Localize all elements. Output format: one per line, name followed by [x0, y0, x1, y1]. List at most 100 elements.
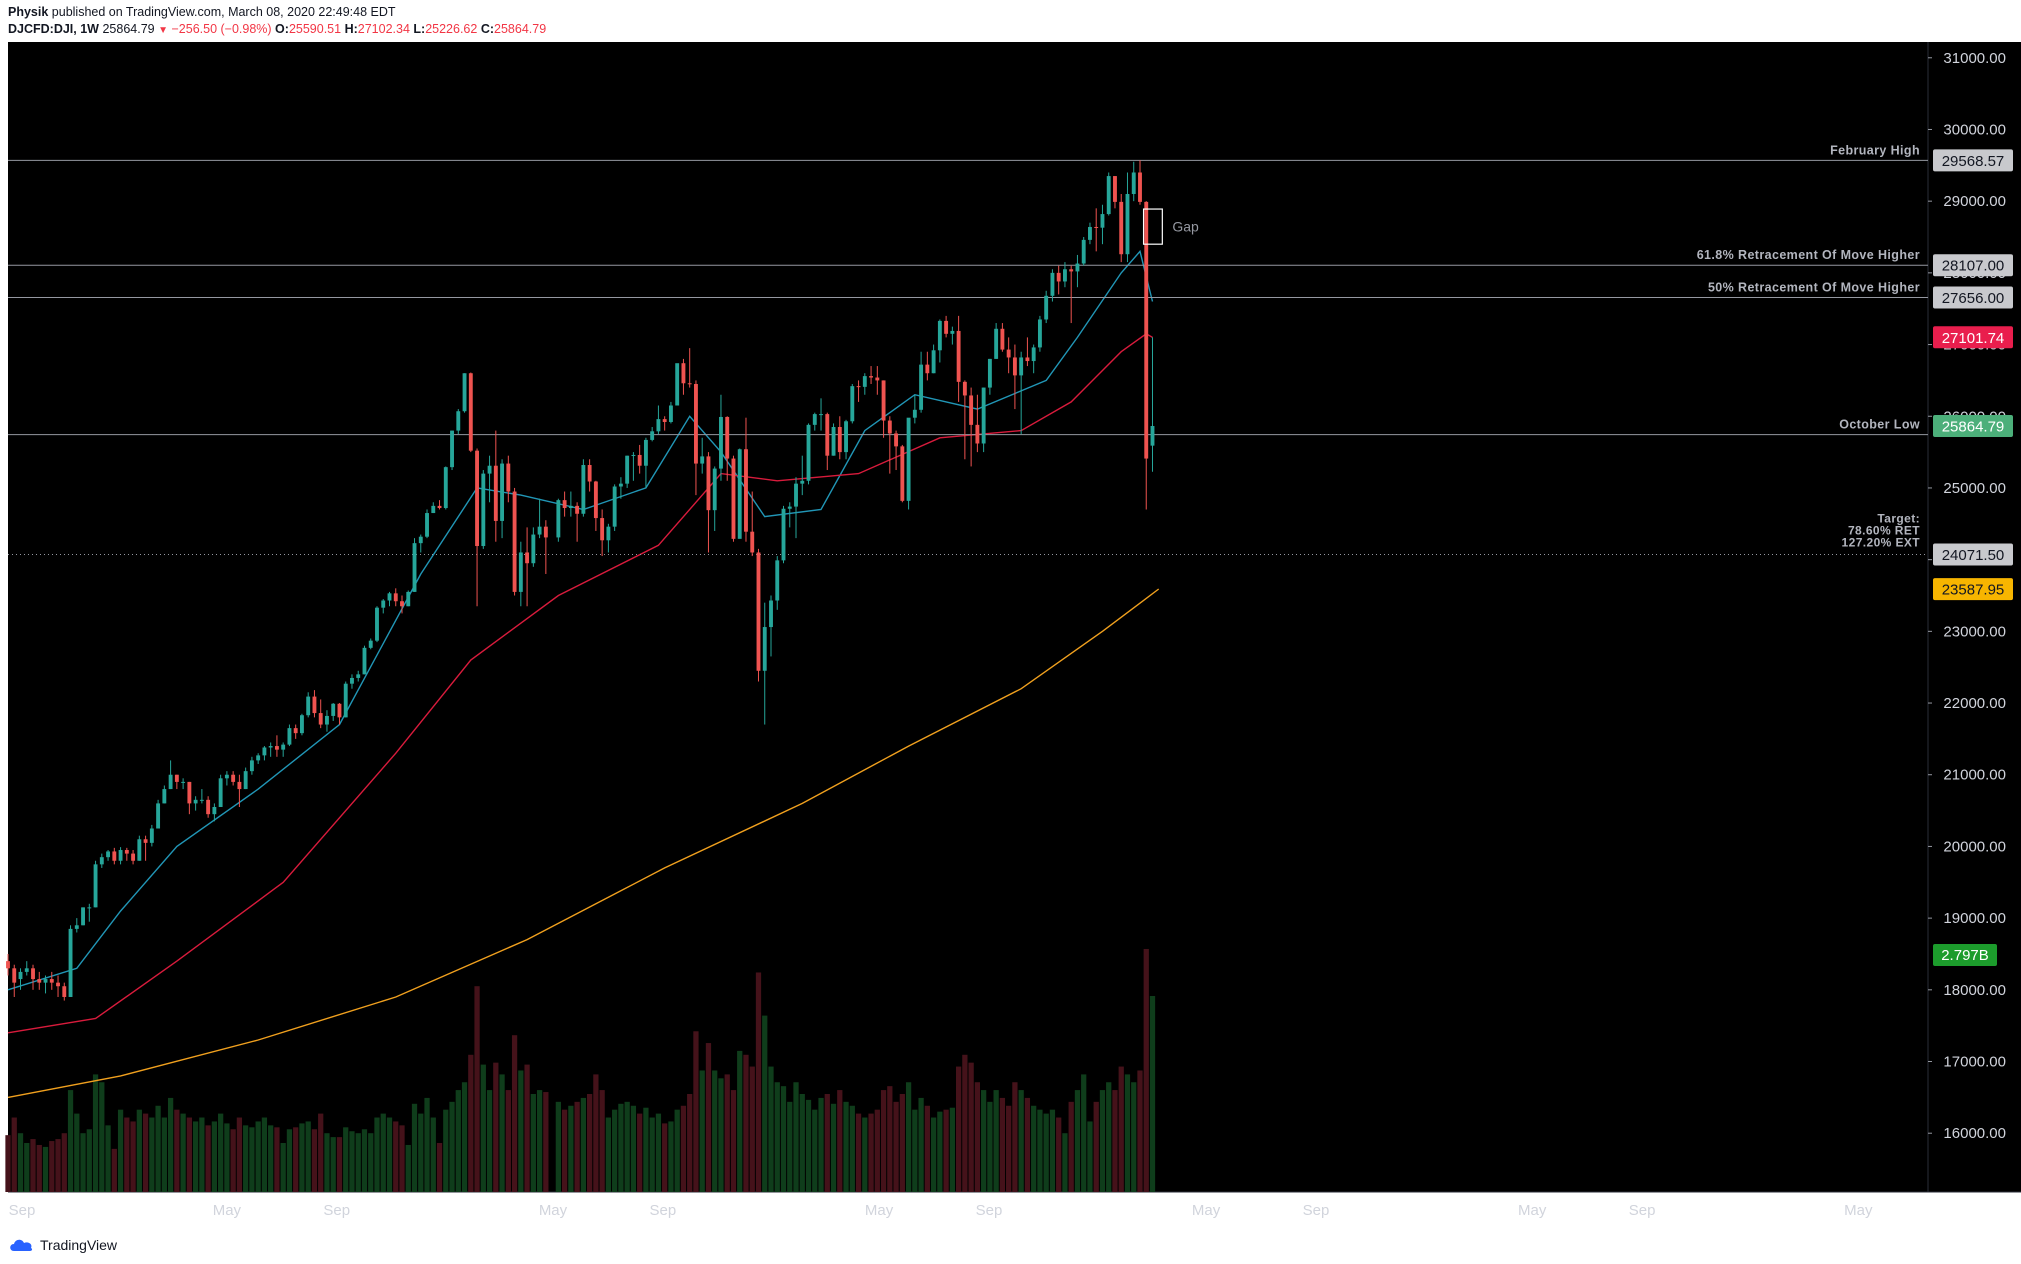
candle-body	[675, 363, 680, 406]
volume-bar	[893, 1101, 899, 1192]
candle-body	[1113, 176, 1117, 202]
candle-body	[262, 747, 267, 756]
volume-bar	[449, 1101, 455, 1192]
volume-bar	[830, 1103, 837, 1192]
candle-body	[281, 744, 286, 750]
volume-bar	[1062, 1133, 1068, 1192]
volume-bar	[1031, 1105, 1037, 1192]
candle-body	[1025, 357, 1030, 362]
volume-bar	[511, 1035, 518, 1192]
volume-bar	[149, 1117, 155, 1192]
candle-body	[806, 424, 811, 481]
volume-bar	[111, 1148, 117, 1192]
down-arrow-icon: ▼	[158, 25, 168, 36]
volume-bar	[386, 1117, 393, 1192]
candle-body	[937, 320, 942, 351]
volume-bar	[161, 1117, 167, 1192]
volume-bar	[474, 986, 480, 1192]
candle-body	[719, 416, 723, 469]
gap-box	[1142, 208, 1163, 245]
series-price-label: 27101.74	[1942, 330, 2005, 347]
time-tick-label: 2022	[1734, 1202, 1767, 1219]
candle-body	[987, 358, 992, 388]
volume-bar	[293, 1127, 299, 1192]
candle-body	[131, 853, 136, 861]
low-value: 25226.62	[425, 22, 478, 36]
candle-body	[625, 455, 630, 484]
candle-body	[493, 465, 498, 521]
volume-bar	[749, 1066, 755, 1192]
time-tick-label: May	[1844, 1202, 1873, 1219]
candle-body	[819, 414, 823, 416]
volume-bar	[205, 1125, 211, 1192]
time-tick-label: 2017	[103, 1202, 136, 1219]
volume-bar	[862, 1117, 868, 1192]
volume-bar	[49, 1141, 55, 1192]
volume-bar	[274, 1127, 280, 1192]
candle-body	[218, 778, 223, 807]
volume-bar	[593, 1074, 599, 1192]
volume-bar	[330, 1137, 336, 1192]
tradingview-logo[interactable]: TradingView	[8, 1237, 117, 1253]
price-tick-label: 16000.00	[1943, 1125, 2006, 1142]
target-label: 127.20% EXT	[1842, 536, 1921, 550]
price-tick-label: 17000.00	[1943, 1054, 2006, 1071]
candle-body	[581, 465, 586, 514]
volume-bar	[930, 1117, 937, 1192]
candle-body	[1056, 272, 1061, 282]
candle-body	[750, 531, 755, 553]
volume-bar	[518, 1070, 524, 1192]
volume-bar	[1056, 1117, 1062, 1192]
price-tick-label: 31000.00	[1943, 50, 2006, 67]
volume-bar	[436, 1143, 443, 1192]
candle-body	[1031, 347, 1036, 362]
volume-bar	[1118, 1066, 1124, 1192]
volume-bar	[987, 1101, 993, 1192]
volume-bar	[855, 1113, 862, 1192]
candle-body	[512, 491, 517, 592]
time-axis-ticks: Sep 2017 May Sep 2018 May Sep 2019 May Sep 2020 May…	[9, 1202, 1873, 1219]
volume-bar	[142, 1113, 149, 1192]
candle-body	[306, 696, 311, 716]
volume-bar	[80, 1133, 86, 1192]
volume-bar	[455, 1090, 461, 1192]
volume-bar	[699, 1070, 705, 1192]
chart-canvas[interactable]: February High 61.8% Retracement Of Move H…	[0, 42, 2021, 1228]
volume-bar	[880, 1090, 887, 1192]
time-tick-label: 2020	[1081, 1202, 1114, 1219]
plot-area[interactable]	[8, 42, 1928, 1192]
volume-bar	[818, 1097, 824, 1192]
candle-body	[856, 386, 861, 388]
author-name[interactable]: Physik	[8, 5, 49, 19]
candle-body	[712, 468, 717, 511]
candle-body	[931, 350, 936, 374]
level-price-label-bg	[1933, 543, 2013, 566]
symbol-label[interactable]: DJCFD:DJI, 1W	[8, 22, 99, 36]
price-tick-label: 21000.00	[1943, 767, 2006, 784]
volume-bar	[374, 1117, 380, 1192]
price-axis[interactable]	[1928, 42, 2021, 1192]
close-label: C:	[480, 22, 495, 36]
candle-body	[31, 968, 35, 980]
candle-body	[518, 552, 523, 592]
target-label: 78.60% RET	[1848, 524, 1920, 538]
candle-body	[137, 839, 142, 861]
volume-bar	[555, 1101, 561, 1192]
volume-bar	[843, 1101, 849, 1192]
volume-bar	[824, 1094, 830, 1192]
candle-body	[756, 552, 761, 671]
volume-bar	[180, 1113, 186, 1192]
volume-bar	[955, 1066, 962, 1192]
volume-bar	[461, 1082, 468, 1192]
candle-body	[412, 543, 417, 592]
candle-body	[500, 463, 505, 521]
level-price-label-bg	[1933, 254, 2013, 277]
candle-body	[869, 376, 874, 378]
candle-body	[81, 907, 85, 926]
volume-bar	[1068, 1101, 1074, 1192]
candle-body	[268, 746, 273, 748]
tradingview-brand: TradingView	[40, 1237, 118, 1253]
candle-body	[956, 330, 961, 382]
volume-bar	[962, 1054, 968, 1192]
candle-body	[650, 431, 655, 440]
